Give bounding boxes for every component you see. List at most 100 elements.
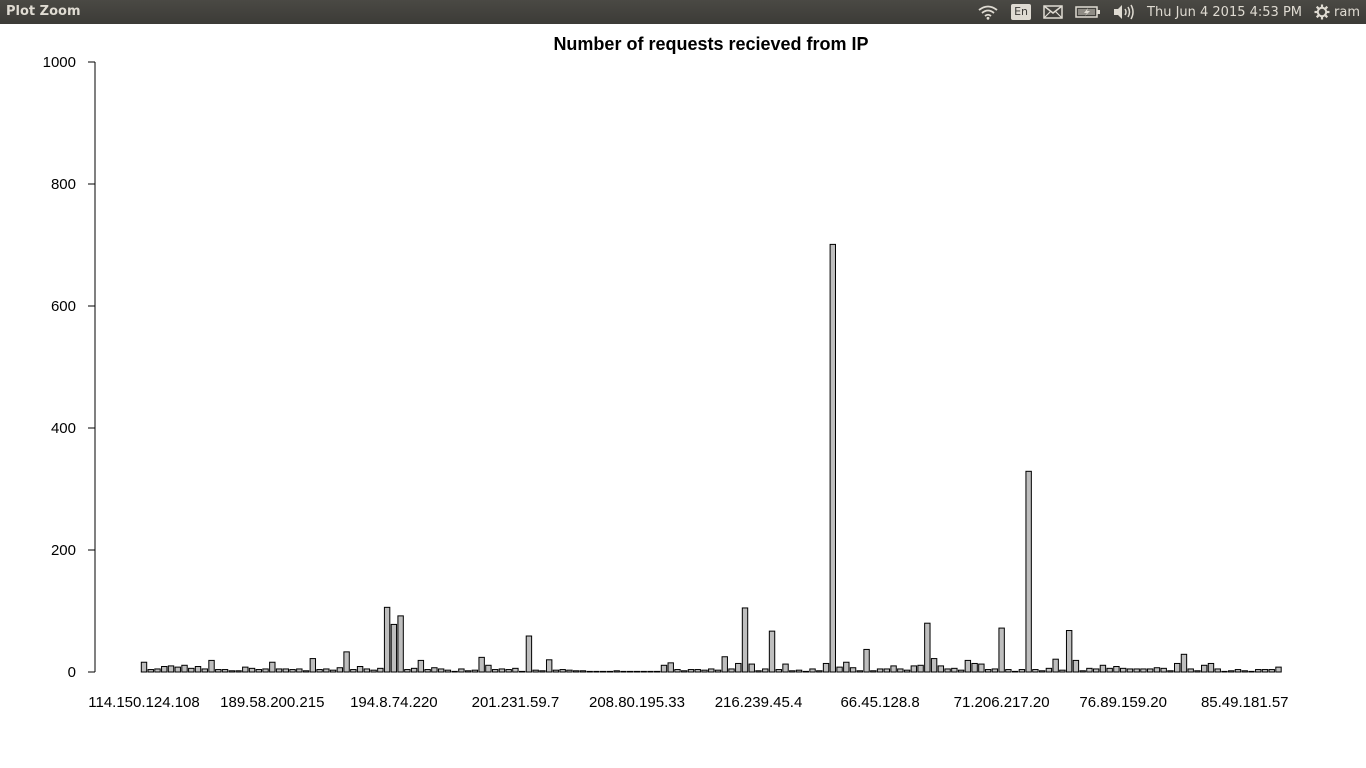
bar — [613, 670, 620, 673]
bar — [1025, 470, 1032, 673]
bar — [410, 667, 418, 673]
bar — [1038, 670, 1046, 673]
bar — [971, 662, 978, 673]
bar — [883, 668, 891, 673]
bar — [701, 669, 708, 673]
bar — [444, 669, 452, 673]
bar — [944, 668, 951, 673]
clock-text: Thu Jun 4 2015 4:53 PM — [1147, 4, 1303, 20]
bar — [316, 669, 323, 673]
bar — [478, 656, 485, 673]
bar — [856, 670, 864, 673]
bar — [802, 670, 809, 673]
bar — [154, 668, 161, 673]
bar — [552, 669, 560, 673]
bar — [532, 669, 539, 673]
bar — [424, 669, 431, 673]
bar — [235, 670, 242, 673]
bar — [978, 663, 985, 673]
x-tick-label: 114.150.124.108 — [88, 694, 200, 711]
x-tick-label: 189.58.200.215 — [220, 694, 324, 711]
wifi-icon[interactable] — [977, 0, 999, 24]
bar — [721, 656, 728, 673]
bar — [775, 669, 782, 673]
bar — [708, 668, 715, 673]
battery-icon[interactable] — [1075, 0, 1101, 24]
bar — [262, 668, 269, 673]
bar — [633, 670, 641, 673]
bar-chart: Number of requests recieved from IP 0 200… — [43, 34, 1289, 711]
bar — [417, 659, 425, 673]
bar — [201, 668, 208, 673]
bar — [762, 668, 769, 673]
bar — [984, 669, 992, 673]
gear-icon — [1314, 4, 1330, 20]
bar — [579, 670, 587, 673]
bar — [275, 668, 283, 673]
bar — [1248, 670, 1255, 673]
bar — [1133, 668, 1140, 673]
keyboard-layout-icon[interactable]: En — [1011, 0, 1032, 24]
bar — [768, 630, 776, 673]
app-title: Plot Zoom — [6, 4, 81, 19]
bar — [1079, 670, 1086, 673]
bar — [957, 669, 965, 673]
bar — [397, 615, 404, 673]
bar — [836, 666, 843, 673]
bar — [350, 669, 357, 673]
bar — [755, 670, 762, 673]
bar — [1106, 667, 1113, 673]
bar — [194, 666, 202, 673]
bar — [917, 664, 924, 673]
bar — [789, 670, 796, 673]
bar — [329, 669, 337, 673]
bar — [1140, 668, 1147, 673]
bar — [1268, 669, 1275, 673]
bar — [1201, 664, 1208, 673]
bars — [140, 243, 1282, 673]
mail-icon[interactable] — [1043, 0, 1063, 24]
bar — [390, 623, 398, 673]
bar — [1018, 669, 1026, 673]
y-tick-label: 200 — [51, 542, 76, 559]
bar — [647, 670, 654, 673]
bar — [208, 659, 215, 673]
bar — [302, 670, 310, 673]
bar — [1059, 669, 1066, 673]
user-name: ram — [1334, 4, 1360, 20]
bar — [161, 666, 168, 673]
bar — [627, 670, 634, 673]
bar — [1072, 659, 1080, 673]
bar — [282, 668, 290, 673]
bar — [728, 668, 735, 673]
bar — [741, 607, 749, 673]
bar — [431, 667, 438, 673]
bar — [485, 664, 492, 673]
x-tick-label: 201.231.59.7 — [472, 694, 560, 711]
bar — [1005, 669, 1012, 673]
bar — [377, 667, 384, 673]
bar — [1065, 630, 1073, 673]
bar — [309, 658, 317, 673]
bar — [1011, 670, 1019, 673]
bar — [667, 662, 674, 673]
bar — [1221, 670, 1228, 673]
bar — [640, 670, 647, 673]
clock[interactable]: Thu Jun 4 2015 4:53 PM — [1147, 0, 1302, 24]
bar — [525, 635, 533, 673]
bar — [356, 666, 364, 673]
bar — [1126, 668, 1134, 673]
bar — [694, 669, 701, 673]
bar — [910, 665, 918, 673]
y-tick-label: 600 — [51, 298, 76, 315]
bar — [269, 661, 276, 673]
bar — [248, 667, 256, 673]
session-menu[interactable]: ram — [1314, 4, 1360, 20]
bar — [383, 606, 391, 673]
bar — [1119, 667, 1127, 673]
volume-icon[interactable] — [1113, 0, 1135, 24]
y-tick-label: 800 — [51, 176, 76, 193]
bar — [1255, 669, 1262, 673]
bar — [1086, 667, 1093, 673]
x-tick-label: 85.49.181.57 — [1201, 694, 1289, 711]
